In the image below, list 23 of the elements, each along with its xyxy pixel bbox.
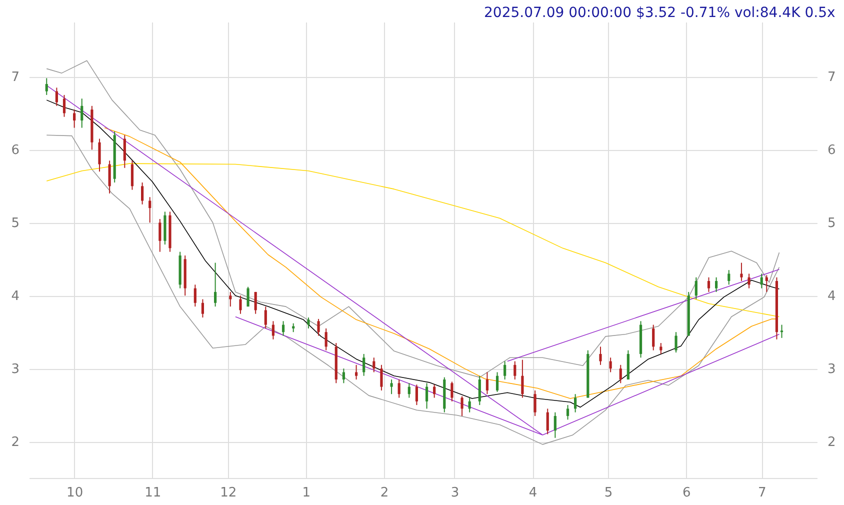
x-tick-label: 10 [66,486,84,500]
y2-tick-label: 4 [828,289,836,304]
y-tick-label: 5 [11,216,20,232]
x-tick-label: 4 [528,486,538,500]
x-tick-label: 1 [302,486,311,500]
y-tick-label: 7 [11,70,20,86]
y2-tick-label: 2 [828,435,836,450]
y2-tick-label: 3 [828,362,836,378]
y-tick-label: 3 [11,362,20,378]
x-tick-label: 2 [380,486,389,500]
y-tick-label: 6 [11,143,20,158]
x-tick-label: 7 [758,486,766,500]
x-tick-label: 11 [144,486,162,500]
x-tick-label: 3 [450,486,460,500]
y2-tick-label: 6 [828,143,836,158]
y-tick-label: 2 [11,435,20,450]
x-tick-label: 12 [220,486,237,500]
x-tick-label: 6 [682,486,691,500]
x-tick-label: 5 [604,486,613,500]
y2-tick-label: 5 [828,216,836,232]
y2-tick-label: 7 [828,70,836,86]
chart-title: 2025.07.09 00:00:00 $3.52 -0.71% vol:84.4K 0.5x [484,5,836,21]
y-tick-label: 4 [11,289,20,304]
